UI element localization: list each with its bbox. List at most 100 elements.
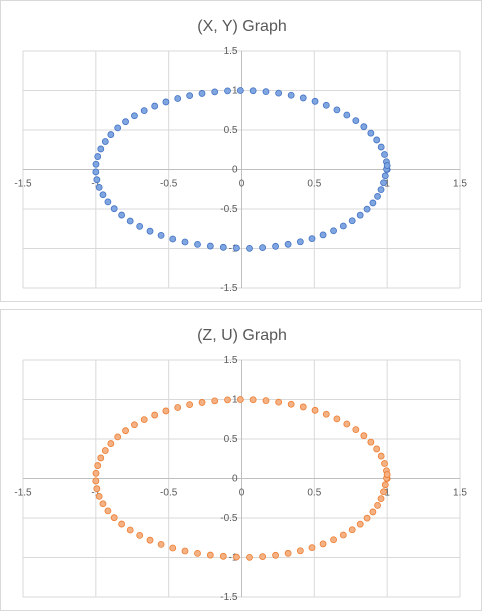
x-tick-label: 1 xyxy=(384,488,390,499)
data-point xyxy=(97,454,105,462)
data-point xyxy=(348,217,356,225)
data-point xyxy=(360,123,368,131)
data-points xyxy=(92,396,391,561)
data-point xyxy=(181,238,189,246)
data-point xyxy=(369,508,377,516)
data-point xyxy=(284,549,292,557)
data-point xyxy=(287,400,295,408)
data-point xyxy=(299,403,307,411)
data-point xyxy=(319,231,327,239)
data-point xyxy=(296,238,304,246)
data-point xyxy=(181,547,189,555)
y-tick-label: 1.5 xyxy=(224,355,238,366)
data-point xyxy=(339,222,347,230)
data-point xyxy=(219,552,227,560)
data-point xyxy=(373,445,381,453)
data-point xyxy=(151,102,159,110)
data-point xyxy=(169,235,177,243)
data-point xyxy=(126,217,134,225)
data-point xyxy=(92,168,100,176)
data-point xyxy=(157,231,165,239)
data-point xyxy=(383,162,391,169)
data-point xyxy=(126,526,134,534)
data-points xyxy=(92,87,391,252)
data-point xyxy=(93,176,101,184)
data-point xyxy=(95,183,103,191)
y-tick-label: 0 xyxy=(232,165,238,176)
data-point xyxy=(122,427,129,435)
x-tick-label: -0.5 xyxy=(160,179,178,190)
data-point xyxy=(308,544,316,552)
data-point xyxy=(198,399,206,406)
data-point xyxy=(374,501,381,509)
data-point xyxy=(157,540,165,548)
data-point xyxy=(249,396,257,404)
data-point xyxy=(259,244,267,252)
data-point xyxy=(97,145,105,153)
data-point xyxy=(169,544,177,552)
data-point xyxy=(272,242,279,250)
data-point xyxy=(275,89,283,97)
data-point xyxy=(107,440,115,447)
x-tick-label: -1 xyxy=(91,488,100,499)
data-point xyxy=(374,192,381,200)
data-point xyxy=(383,471,391,478)
data-point xyxy=(114,124,122,132)
data-point xyxy=(343,420,351,428)
data-point xyxy=(339,531,347,539)
data-point xyxy=(107,131,115,138)
data-point xyxy=(367,129,375,137)
data-point xyxy=(381,460,388,467)
data-point xyxy=(272,551,279,559)
data-point xyxy=(118,211,126,219)
data-point xyxy=(275,398,283,406)
data-point xyxy=(381,481,389,489)
data-point xyxy=(211,397,219,405)
chart-title: (Z, U) Graph xyxy=(197,327,287,344)
xy-chart-panel[interactable]: (X, Y) Graph -1.5 -1 -0.5 0 0.5 1 1.5 -1.5 -1 -0.… xyxy=(0,0,482,302)
data-point xyxy=(284,240,292,248)
data-point xyxy=(174,404,182,411)
data-point xyxy=(94,462,102,469)
data-point xyxy=(131,112,138,120)
data-point xyxy=(95,492,103,500)
data-point xyxy=(211,88,219,96)
data-point xyxy=(259,553,267,561)
y-tick-label: 1.5 xyxy=(224,46,238,57)
data-point xyxy=(136,531,144,539)
data-point xyxy=(146,227,154,235)
data-point xyxy=(333,415,341,423)
data-point xyxy=(101,138,109,145)
data-point xyxy=(322,101,330,109)
y-tick-label: 1 xyxy=(232,86,238,97)
x-tick-label: 0.5 xyxy=(307,179,321,190)
data-point xyxy=(311,406,319,414)
data-point xyxy=(262,397,270,405)
data-point xyxy=(99,191,107,199)
data-point xyxy=(174,95,182,102)
data-point xyxy=(377,495,385,503)
data-point xyxy=(194,240,201,248)
data-point xyxy=(236,87,244,94)
y-tick-label: 0.5 xyxy=(224,434,238,445)
data-point xyxy=(319,540,327,548)
data-point xyxy=(262,88,270,96)
y-tick-label: -1.5 xyxy=(220,283,238,294)
data-point xyxy=(101,447,109,454)
y-tick-label: -1.5 xyxy=(220,592,238,603)
data-point xyxy=(356,211,364,219)
data-point xyxy=(299,94,307,102)
data-point xyxy=(377,143,385,151)
data-point xyxy=(311,97,319,105)
data-point xyxy=(343,111,351,119)
data-point xyxy=(186,401,194,409)
data-point xyxy=(162,98,170,106)
data-point xyxy=(110,514,118,522)
data-point xyxy=(377,186,385,194)
data-point xyxy=(380,179,387,187)
chart-title: (X, Y) Graph xyxy=(197,18,287,35)
y-tick-label: 0 xyxy=(232,474,238,485)
data-point xyxy=(249,87,257,95)
zu-chart-panel[interactable]: (Z, U) Graph -1.5 -1 -0.5 0 0.5 1 1.5 -1.5 -1 -0.… xyxy=(0,309,482,611)
x-tick-label: 1 xyxy=(384,179,390,190)
